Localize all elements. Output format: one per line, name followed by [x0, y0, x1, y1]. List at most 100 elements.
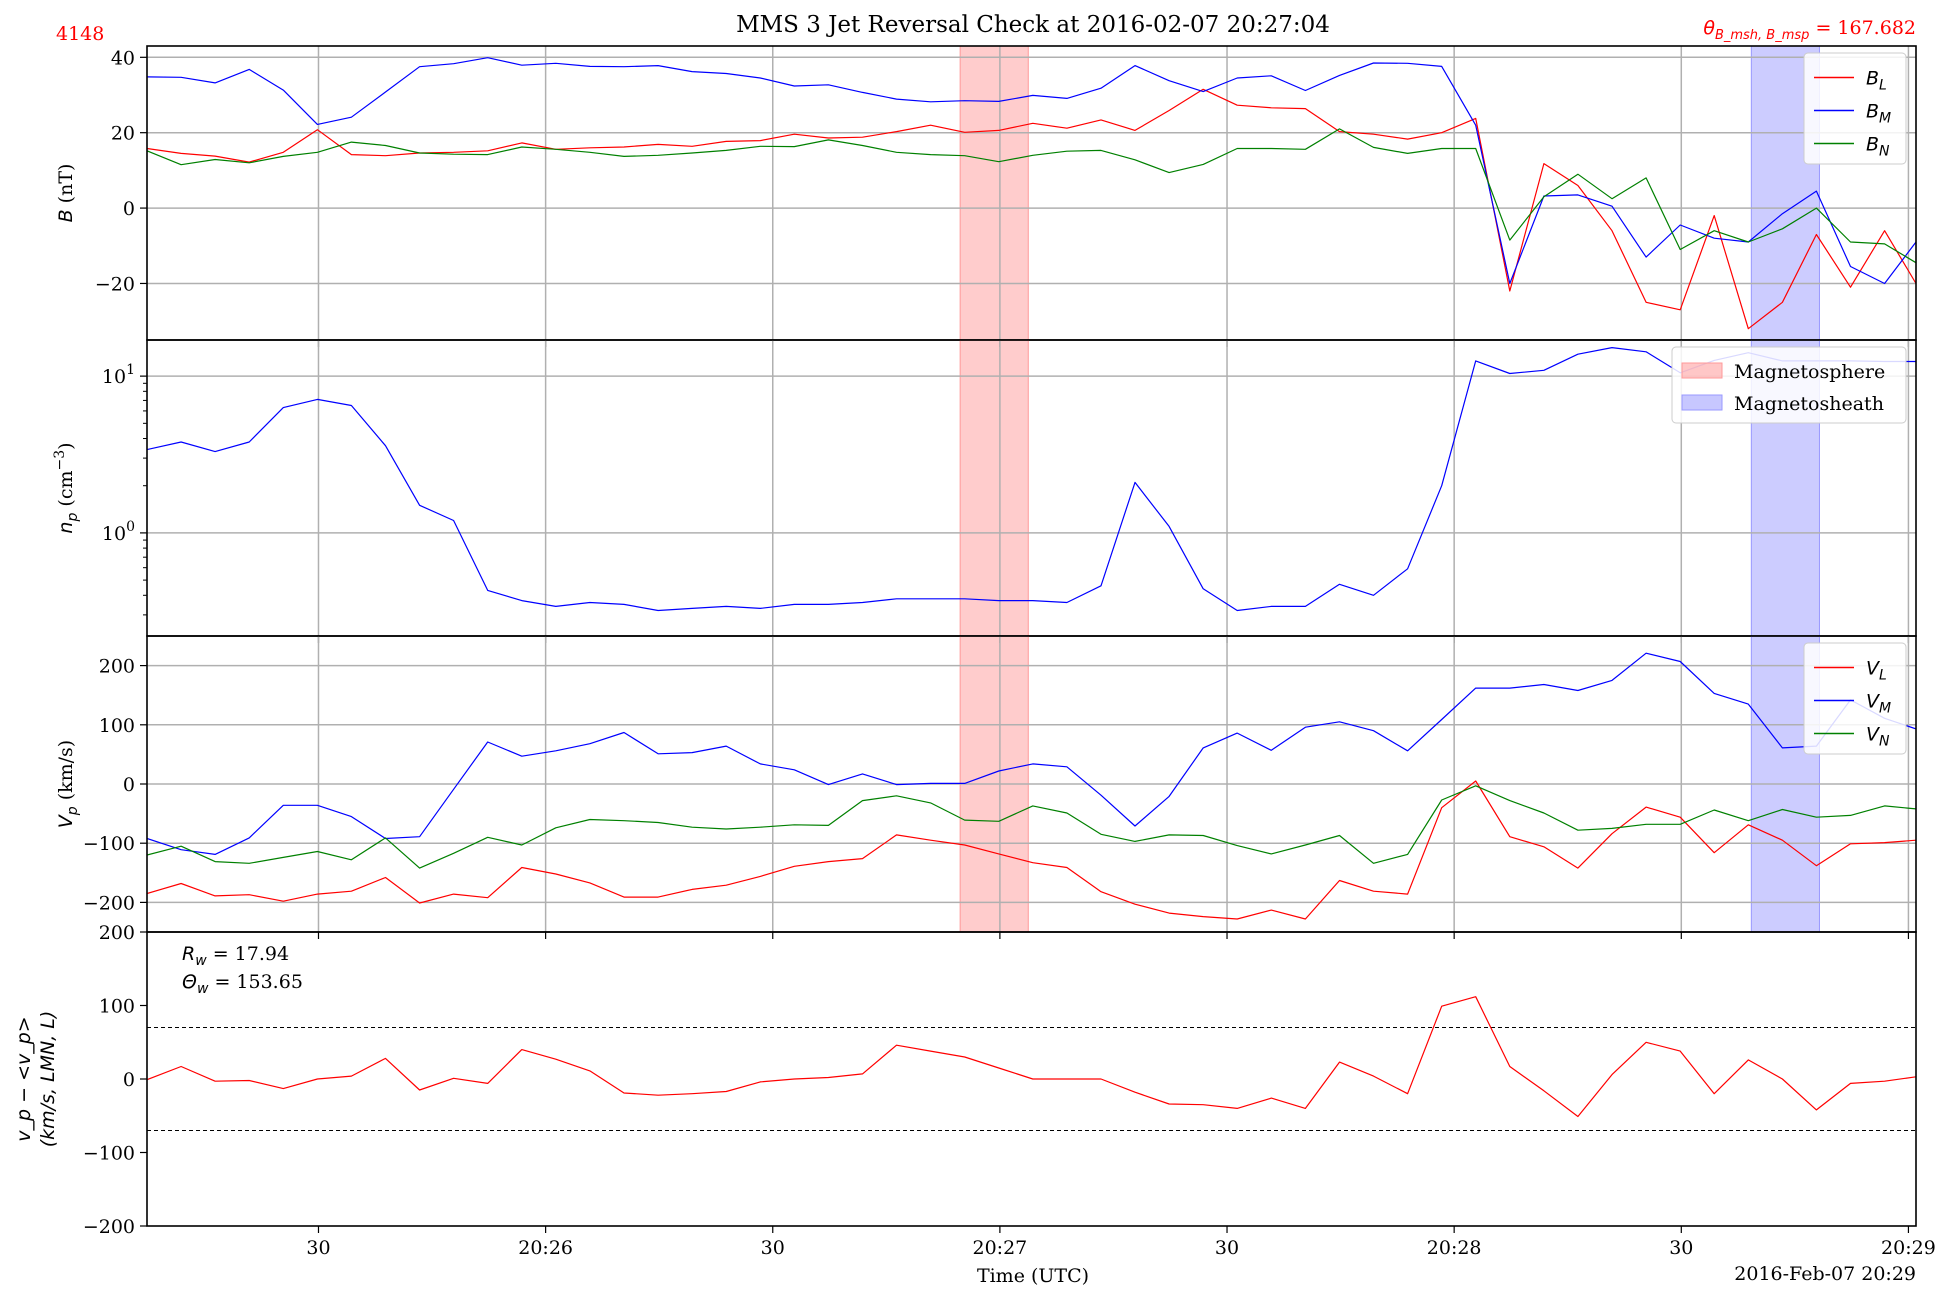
theta-subscript: B_msh, B_msp [1715, 28, 1809, 43]
plot-area [147, 636, 1916, 932]
figure-title: MMS 3 Jet Reversal Check at 2016-02-07 2… [736, 12, 1330, 38]
annotation-symbol: Θ [182, 971, 197, 993]
y-tick-label: 101 [102, 362, 135, 388]
y-tick-label: 200 [99, 922, 135, 944]
y-tick-exponent: 0 [126, 519, 135, 535]
series-line-v-n [147, 785, 1916, 869]
series-line-v-m [147, 652, 1916, 856]
y-tick-text: 0 [123, 198, 135, 220]
legend-subscript: M [1879, 701, 1891, 717]
legend-label: BM [1866, 101, 1891, 127]
series-line-dv-l [147, 996, 1916, 1118]
x-tick-label: 30 [1215, 1237, 1239, 1259]
legend-symbol: B [1866, 68, 1879, 90]
y-tick-text: −200 [83, 892, 135, 914]
y-tick-label: −100 [83, 1143, 135, 1165]
y-tick-text: 200 [99, 922, 135, 944]
y-tick-label: −100 [83, 833, 135, 855]
y-tick-text: 10 [102, 366, 126, 388]
annotation-symbol: R [182, 943, 195, 965]
x-tick-label: 20:27 [973, 1237, 1028, 1259]
y-tick-label: 0 [123, 774, 135, 796]
plot-area [147, 996, 1916, 1131]
y-label-close: ) [55, 442, 77, 449]
legend-symbol: V [1866, 724, 1881, 746]
legend-symbol: B [1866, 134, 1879, 156]
series-line-b-m [147, 57, 1916, 285]
panel-dV: 200 100 0 −100 −200 30 20:26 30 20:27 30 20:28 30 20… [13, 922, 1936, 1259]
y-tick-label: 200 [99, 656, 135, 678]
legend-subscript: L [1879, 78, 1887, 94]
y-label-units: (cm [55, 471, 77, 513]
y-tick-label: −200 [83, 1216, 135, 1238]
y-tick-text: −200 [83, 1216, 135, 1238]
legend-symbol: V [1866, 658, 1881, 680]
annotation-subscript: w [195, 953, 207, 969]
y-tick-text: 200 [99, 656, 135, 678]
y-tick-text: 0 [123, 1069, 135, 1091]
y-tick-text: 0 [123, 774, 135, 796]
y-axis-label: v_p − <v_p> [13, 1016, 35, 1141]
panel-annotation: Rw = 17.94 [182, 943, 289, 969]
y-label-units: (nT) [55, 164, 77, 210]
theta-value: = 167.682 [1809, 17, 1916, 39]
series-line-b-l [147, 88, 1916, 330]
legend-label: BN [1866, 134, 1890, 160]
legend-box [1803, 642, 1907, 755]
annotation-value: = 153.65 [208, 971, 302, 993]
y-tick-exponent: 1 [126, 362, 135, 378]
y-tick-label: 40 [111, 47, 135, 69]
y-tick-text: −20 [95, 273, 135, 295]
series-line-v-l [147, 780, 1916, 920]
legend-box [1671, 346, 1907, 424]
y-tick-text: −100 [83, 1143, 135, 1165]
y-tick-label: 20 [111, 123, 135, 145]
legend-subscript: N [1879, 144, 1890, 160]
y-tick-label: 100 [99, 715, 135, 737]
y-tick-text: 10 [102, 523, 126, 545]
legend-subscript: M [1879, 111, 1891, 127]
y-tick-label: −200 [83, 892, 135, 914]
plot-area [147, 46, 1916, 340]
theta-symbol: θ [1703, 17, 1715, 39]
magnetosphere-shade [959, 340, 1029, 636]
y-tick-label: 100 [102, 519, 135, 545]
x-tick-label: 20:28 [1427, 1237, 1482, 1259]
legend-symbol: V [1866, 691, 1881, 713]
legend-label: Magnetosphere [1734, 361, 1885, 383]
legend-label: Magnetosheath [1734, 393, 1884, 415]
y-label-symbol: B [55, 209, 77, 222]
y-label-symbol: n [55, 522, 77, 534]
y-tick-text: 40 [111, 47, 135, 69]
legend-label: VM [1866, 691, 1891, 717]
legend-subscript: L [1879, 668, 1887, 684]
y-label-subscript: p [65, 513, 81, 523]
legend-label: VN [1866, 724, 1890, 750]
x-tick-label: 30 [761, 1237, 785, 1259]
theta-annotation: θB_msh, B_msp = 167.682 [1703, 17, 1916, 43]
legend-swatch [1681, 394, 1723, 411]
x-tick-label: 30 [306, 1237, 330, 1259]
magnetosphere-shade [959, 46, 1029, 340]
axes-frame [146, 339, 1917, 637]
event-id: 4148 [56, 23, 104, 45]
y-label-symbol: V [55, 813, 77, 828]
y-tick-text: 20 [111, 123, 135, 145]
date-footer: 2016-Feb-07 20:29 [1734, 1263, 1916, 1285]
legend-label: VL [1866, 658, 1887, 684]
annotation-subscript: w [197, 981, 209, 997]
y-tick-label: −20 [95, 273, 135, 295]
x-tick-label: 20:29 [1881, 1237, 1936, 1259]
legend-box [1803, 52, 1907, 165]
legend-swatch [1681, 362, 1723, 379]
legend-symbol: B [1866, 101, 1879, 123]
y-label-units: (km/s) [55, 740, 77, 807]
y-tick-label: 100 [99, 996, 135, 1018]
y-axis-label: Vp (km/s) [55, 740, 81, 828]
x-tick-label: 30 [1669, 1237, 1693, 1259]
y-label-subscript: p [65, 806, 81, 816]
series-line-n-p [147, 347, 1916, 612]
